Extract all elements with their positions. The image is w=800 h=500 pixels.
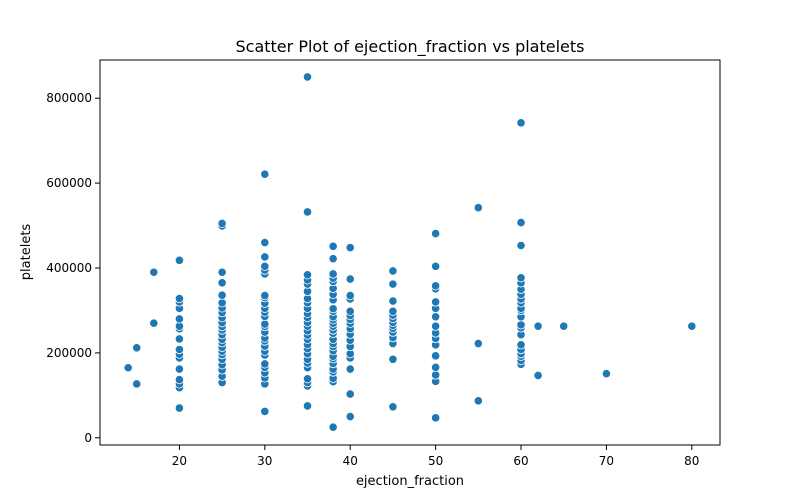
y-tick-label: 400000 [46, 261, 92, 275]
data-point [149, 267, 159, 277]
data-point [123, 363, 133, 373]
x-tick-label: 80 [684, 454, 699, 468]
data-point [174, 314, 185, 324]
y-tick-label: 600000 [46, 176, 92, 190]
data-point [431, 297, 441, 307]
data-point [328, 269, 338, 279]
data-point [345, 243, 355, 253]
data-point [601, 369, 612, 379]
x-tick-label: 40 [343, 454, 358, 468]
data-point [260, 261, 270, 271]
data-point [388, 296, 398, 306]
data-point [431, 229, 441, 239]
data-point [345, 274, 355, 284]
data-point [345, 290, 355, 301]
data-point [328, 241, 338, 251]
y-tick-label: 0 [84, 431, 92, 445]
data-point [260, 290, 270, 301]
data-point [431, 351, 441, 361]
chart-title: Scatter Plot of ejection_fraction vs pla… [236, 37, 585, 57]
y-tick-label: 800000 [46, 91, 92, 105]
data-point [516, 240, 526, 251]
data-point [431, 321, 441, 331]
x-tick-label: 60 [513, 454, 528, 468]
data-point [302, 401, 313, 411]
data-point [174, 334, 185, 344]
data-point [345, 306, 355, 316]
data-point [431, 413, 441, 423]
data-point [302, 72, 313, 82]
data-point [174, 255, 185, 265]
data-point [533, 321, 543, 331]
data-point [431, 362, 441, 372]
data-points [123, 72, 697, 432]
data-point [174, 364, 185, 374]
data-point [132, 379, 142, 389]
data-point [345, 389, 355, 399]
data-point [132, 343, 142, 353]
data-point [260, 406, 270, 417]
data-point [345, 364, 355, 374]
data-point [174, 344, 185, 355]
x-tick-label: 20 [172, 454, 187, 468]
data-point [260, 252, 270, 262]
data-point [260, 169, 270, 179]
data-point [431, 261, 441, 271]
data-point [149, 318, 159, 328]
data-point [217, 298, 227, 308]
data-point [328, 422, 338, 432]
x-tick-label: 70 [599, 454, 614, 468]
data-point [260, 237, 270, 248]
data-point [345, 411, 355, 422]
data-point [302, 207, 313, 217]
data-point [388, 354, 398, 364]
data-point [388, 402, 398, 412]
data-point [533, 370, 543, 380]
data-point [328, 304, 338, 314]
data-point [388, 279, 398, 289]
data-point [388, 306, 398, 316]
x-tick-label: 50 [428, 454, 443, 468]
data-point [559, 321, 569, 331]
y-axis-label: platelets [19, 224, 34, 281]
plot-frame [99, 59, 721, 446]
data-point [260, 359, 270, 369]
data-point [217, 290, 227, 300]
data-point [516, 217, 526, 228]
data-point [260, 319, 270, 329]
y-axis-ticks: 0 200000 400000 600000 800000 [46, 91, 100, 445]
data-point [302, 374, 313, 384]
data-point [516, 340, 526, 350]
data-point [174, 293, 185, 304]
data-point [516, 273, 526, 283]
data-point [473, 338, 483, 349]
x-axis-label: ejection_fraction [356, 474, 464, 489]
data-point [473, 396, 483, 406]
data-point [328, 254, 338, 264]
y-tick-label: 200000 [46, 346, 92, 360]
data-point [217, 267, 227, 277]
data-point [431, 281, 441, 291]
data-point [388, 266, 398, 276]
x-axis-ticks: 20 30 40 50 60 70 80 [172, 445, 699, 468]
data-point [217, 218, 227, 229]
data-point [431, 370, 441, 380]
data-point [174, 375, 185, 385]
data-point [217, 278, 227, 288]
data-point [473, 203, 483, 213]
data-point [687, 321, 697, 331]
data-point [431, 312, 441, 322]
data-point [174, 403, 185, 413]
x-tick-label: 30 [257, 454, 272, 468]
data-point [516, 118, 526, 128]
data-point [516, 320, 526, 330]
data-point [302, 270, 313, 280]
